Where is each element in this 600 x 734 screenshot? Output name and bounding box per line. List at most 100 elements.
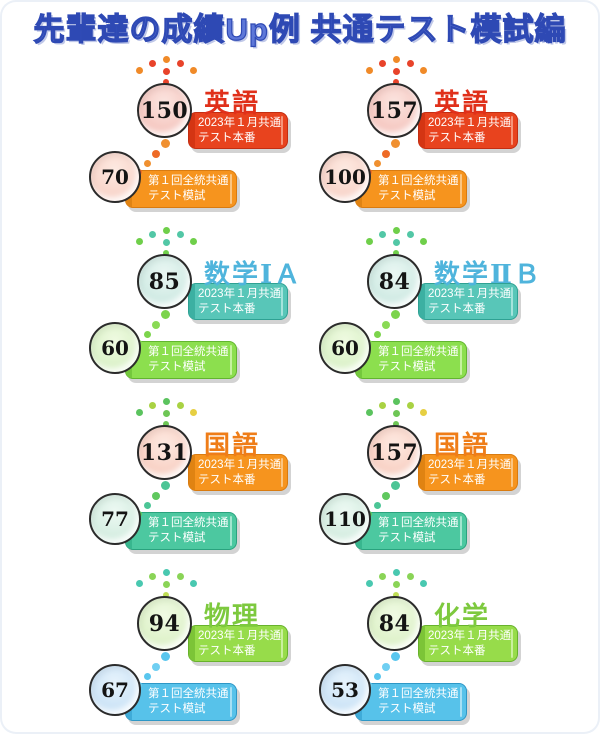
dot xyxy=(161,310,170,319)
dot xyxy=(379,60,386,67)
after-score-circle: 84 xyxy=(367,596,422,651)
dot xyxy=(163,250,169,256)
before-test-label-line2: テスト模試 xyxy=(148,532,206,544)
dot xyxy=(379,231,386,238)
after-test-ribbon: 2023年１月共通 テスト本番 xyxy=(418,283,518,320)
subject-label: 国語 xyxy=(434,431,491,461)
dot xyxy=(391,139,400,148)
before-test-label-line2: テスト模試 xyxy=(148,703,206,715)
dot xyxy=(393,56,400,63)
dot xyxy=(374,673,381,680)
dot xyxy=(407,402,414,409)
dot xyxy=(393,592,399,598)
before-test-ribbon: 第１回全統共通 テスト模試 xyxy=(355,170,467,208)
dot xyxy=(161,481,170,490)
dot xyxy=(163,227,170,234)
after-test-ribbon: 2023年１月共通 テスト本番 xyxy=(418,625,518,662)
after-score: 157 xyxy=(370,439,419,466)
dot xyxy=(382,321,390,329)
after-score: 157 xyxy=(370,97,419,124)
dot xyxy=(374,502,381,509)
before-test-label-line1: 第１回全統共通 xyxy=(378,688,459,700)
before-test-ribbon: 第１回全統共通 テスト模試 xyxy=(355,341,467,379)
after-test-label-line2: テスト本番 xyxy=(198,303,256,315)
after-test-label-line2: テスト本番 xyxy=(428,645,486,657)
subject-label: 国語 xyxy=(204,431,261,461)
subject-label: 数学ⅠＡ xyxy=(204,260,303,290)
before-test-label-line2: テスト模試 xyxy=(378,361,436,373)
before-test-label-line2: テスト模試 xyxy=(378,190,436,202)
dot xyxy=(149,573,156,580)
score-group: 84 化学 2023年１月共通 テスト本番 53 第１回全統共通 テスト模試 xyxy=(315,568,545,734)
before-score-circle: 53 xyxy=(319,664,371,716)
subject-label: 英語 xyxy=(434,89,491,119)
after-test-ribbon: 2023年１月共通 テスト本番 xyxy=(418,454,518,491)
before-test-label-line2: テスト模試 xyxy=(148,190,206,202)
before-test-label-line1: 第１回全統共通 xyxy=(148,175,229,187)
after-test-label-line1: 2023年１月共通 xyxy=(428,117,512,129)
after-score: 84 xyxy=(378,610,411,637)
after-score-circle: 157 xyxy=(367,425,422,480)
dot xyxy=(163,581,170,588)
subject-label: 英語 xyxy=(204,89,261,119)
dot xyxy=(149,402,156,409)
dot xyxy=(163,79,169,85)
after-test-label-line2: テスト本番 xyxy=(198,132,256,144)
dot xyxy=(393,227,400,234)
score-group: 94 物理 2023年１月共通 テスト本番 67 第１回全統共通 テスト模試 xyxy=(85,568,315,734)
before-score: 100 xyxy=(324,165,366,189)
before-test-label-line1: 第１回全統共通 xyxy=(148,688,229,700)
before-test-label-line1: 第１回全統共通 xyxy=(148,346,229,358)
dot xyxy=(374,331,381,338)
dot xyxy=(391,310,400,319)
dot xyxy=(163,569,170,576)
after-test-label-line1: 2023年１月共通 xyxy=(198,630,282,642)
after-test-ribbon: 2023年１月共通 テスト本番 xyxy=(188,283,288,320)
after-test-label-line1: 2023年１月共通 xyxy=(198,117,282,129)
dot xyxy=(177,231,184,238)
after-score: 94 xyxy=(148,610,181,637)
before-test-ribbon: 第１回全統共通 テスト模試 xyxy=(125,683,237,721)
dot xyxy=(420,238,427,245)
after-test-label-line2: テスト本番 xyxy=(428,132,486,144)
dot xyxy=(420,580,427,587)
dot xyxy=(136,409,143,416)
dot xyxy=(163,68,170,75)
after-score-circle: 85 xyxy=(137,254,192,309)
dot xyxy=(161,139,170,148)
dot xyxy=(190,409,197,416)
before-score: 110 xyxy=(324,507,366,531)
subject-label: 数学ⅡＢ xyxy=(434,260,542,290)
after-score: 131 xyxy=(140,439,189,466)
dot xyxy=(420,67,427,74)
after-score: 84 xyxy=(378,268,411,295)
dot xyxy=(393,410,400,417)
dot xyxy=(366,580,373,587)
before-score: 53 xyxy=(331,678,359,702)
before-test-label-line1: 第１回全統共通 xyxy=(148,517,229,529)
dot xyxy=(393,68,400,75)
before-score: 70 xyxy=(101,165,129,189)
dot xyxy=(420,409,427,416)
dot xyxy=(366,67,373,74)
before-score-circle: 70 xyxy=(89,151,141,203)
after-test-ribbon: 2023年１月共通 テスト本番 xyxy=(188,112,288,149)
after-test-label-line2: テスト本番 xyxy=(198,645,256,657)
before-test-label-line1: 第１回全統共通 xyxy=(378,346,459,358)
after-score-circle: 157 xyxy=(367,83,422,138)
before-score-circle: 60 xyxy=(319,322,371,374)
before-score: 60 xyxy=(331,336,359,360)
dot xyxy=(144,331,151,338)
dot xyxy=(393,581,400,588)
before-test-label-line1: 第１回全統共通 xyxy=(378,517,459,529)
subject-label: 化学 xyxy=(434,602,491,632)
dot xyxy=(382,150,390,158)
dot xyxy=(407,60,414,67)
after-score-circle: 94 xyxy=(137,596,192,651)
dot xyxy=(382,663,390,671)
dot xyxy=(379,573,386,580)
dot xyxy=(366,409,373,416)
after-test-label-line1: 2023年１月共通 xyxy=(428,459,512,471)
score-group: 150 英語 2023年１月共通 テスト本番 70 第１回全統共通 テスト模試 xyxy=(85,55,315,223)
